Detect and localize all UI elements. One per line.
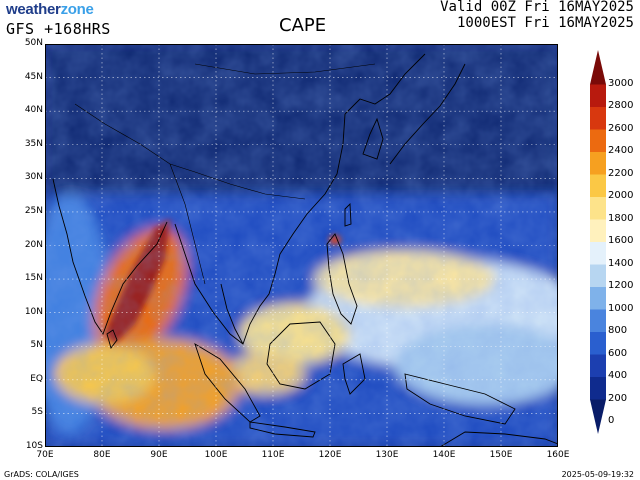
grads-credit: GrADS: COLA/IGES	[4, 470, 79, 479]
color-scale-swatch	[590, 197, 606, 220]
color-scale-label: 1400	[608, 257, 634, 269]
cape-map	[45, 44, 558, 447]
lon-label: 140E	[432, 450, 456, 460]
color-scale-swatch	[590, 242, 606, 265]
lat-label: 45N	[24, 71, 43, 82]
color-scale-swatch	[590, 354, 606, 378]
lon-label: 120E	[318, 450, 342, 460]
lon-label: 150E	[489, 450, 513, 460]
lat-label: 5S	[31, 407, 43, 418]
lat-label: EQ	[30, 373, 43, 384]
border-china-south	[194, 171, 306, 200]
coastline-india	[52, 178, 168, 335]
coastline-java	[249, 421, 316, 438]
lon-label: 90E	[150, 450, 168, 460]
lat-label: 30N	[24, 172, 43, 183]
coastline-sri-lanka	[106, 329, 118, 349]
coastline-korea	[362, 117, 384, 160]
coastline-china-north	[344, 53, 426, 115]
coastline-japan	[389, 63, 466, 165]
coastline-sulawesi	[342, 353, 366, 395]
color-scale-swatch	[590, 309, 606, 333]
color-scale-swatch	[590, 50, 606, 85]
color-scale-label: 0	[608, 415, 615, 426]
color-scale-label: 2600	[608, 122, 634, 134]
color-scale-label: 200	[608, 392, 628, 404]
color-scale-label: 1200	[608, 280, 634, 291]
color-scale-swatch	[590, 332, 606, 355]
lon-label: 80E	[93, 450, 111, 460]
color-scale-swatch	[590, 84, 606, 108]
color-scale-label: 1600	[608, 235, 634, 246]
color-scale-swatch	[590, 377, 606, 400]
lon-label: 100E	[204, 450, 228, 460]
color-scale-label: 600	[608, 347, 628, 359]
color-scale-label: 400	[608, 370, 628, 381]
map-title: CAPE	[279, 15, 327, 36]
lat-label: 5N	[30, 340, 43, 351]
color-scale-label: 3000	[608, 77, 634, 89]
map-frame	[45, 44, 558, 447]
color-scale-swatch	[590, 107, 606, 130]
valid-time-local: 1000EST Fri 16MAY2025	[456, 15, 634, 31]
color-scale-label: 2800	[608, 100, 634, 111]
color-scale-label: 1800	[608, 212, 634, 224]
color-scale-swatch	[590, 152, 606, 175]
color-scale-swatch	[590, 174, 606, 198]
coastline-malay-peninsula	[220, 283, 244, 345]
color-scale-label: 2400	[608, 145, 634, 156]
lon-label: 70E	[36, 450, 54, 460]
coastline-new-guinea	[404, 373, 516, 425]
lat-label: 50N	[24, 38, 43, 48]
weatherzone-logo: weatherzone	[6, 1, 94, 18]
color-scale-label: 2200	[608, 167, 634, 179]
logo-text-zone: zone	[60, 1, 94, 18]
lon-label: 160E	[546, 450, 570, 460]
lat-label: 35N	[24, 138, 43, 149]
render-timestamp: 2025-05-09-19:32	[561, 470, 634, 479]
lat-label: 15N	[24, 273, 43, 284]
color-scale-swatch	[590, 287, 606, 310]
coastline-philippines	[326, 233, 358, 325]
valid-time-utc: Valid 00Z Fri 16MAY2025	[440, 0, 634, 15]
color-scale-swatch	[590, 264, 606, 288]
color-scale-swatch	[590, 399, 606, 434]
lon-label: 130E	[375, 450, 399, 460]
lon-label: 110E	[261, 450, 285, 460]
border-mongolia	[194, 63, 376, 75]
border-myanmar	[169, 163, 206, 285]
coastline-indochina	[174, 113, 346, 345]
color-scale-label: 1000	[608, 302, 634, 314]
color-scale-swatch	[590, 219, 606, 243]
color-scale-swatch	[590, 129, 606, 153]
coastline-sumatra	[194, 342, 261, 423]
border-himalaya	[74, 103, 196, 173]
model-run-label: GFS +168HRS	[6, 20, 111, 38]
color-scale-label: 800	[608, 325, 628, 336]
coastline-taiwan	[344, 202, 352, 227]
logo-text-weather: weather	[6, 1, 61, 18]
lat-label: 10S	[25, 441, 43, 451]
lat-label: 25N	[24, 205, 43, 216]
coastline-australia	[439, 431, 558, 447]
color-scale-bar	[590, 50, 606, 434]
lat-label: 40N	[24, 105, 43, 116]
lat-label: 10N	[24, 306, 43, 317]
lat-label: 20N	[24, 239, 43, 250]
color-scale-label: 2000	[608, 190, 634, 201]
